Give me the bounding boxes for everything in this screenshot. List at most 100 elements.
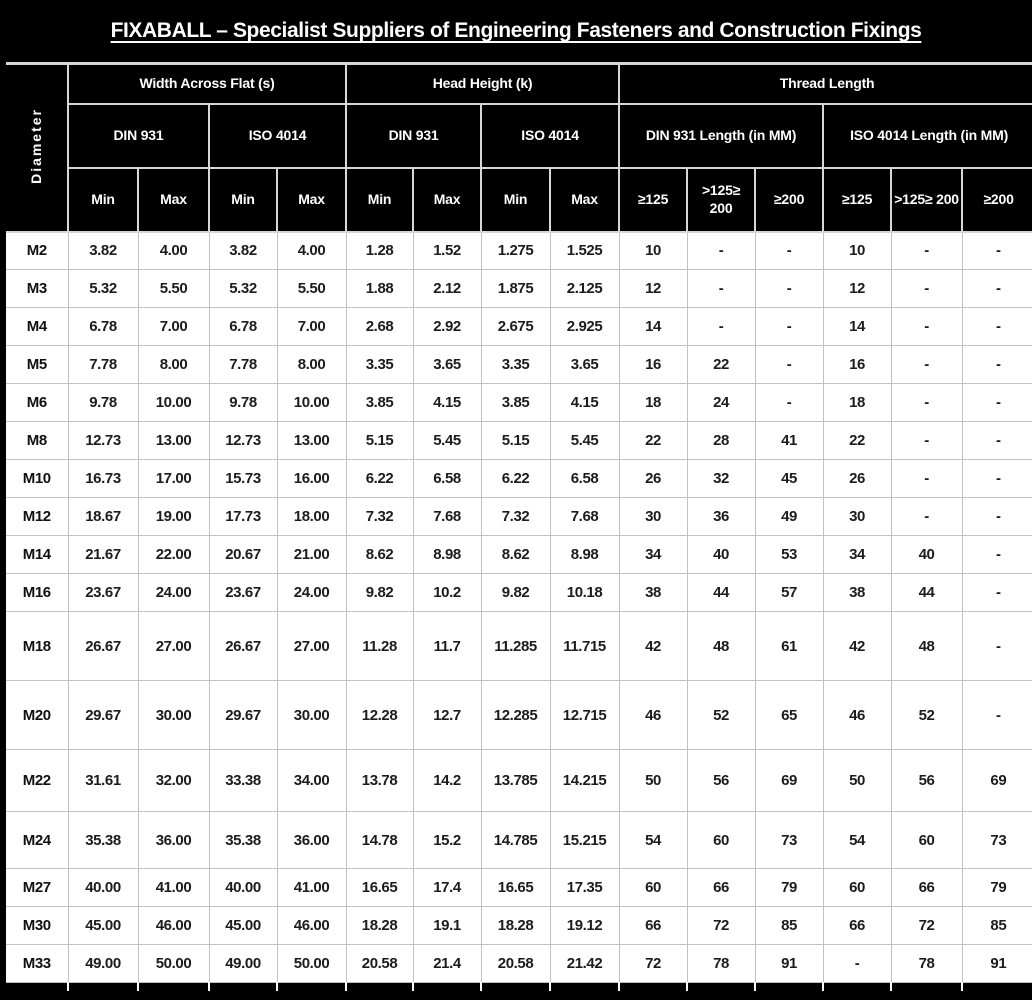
- value-cell: 18.00: [276, 497, 347, 536]
- value-cell: 10: [822, 231, 892, 270]
- value-cell: 44: [686, 573, 756, 612]
- value-cell: 66: [822, 906, 892, 945]
- value-cell: 2.925: [549, 307, 620, 346]
- subheader-row: Min Max Min Max Min Max Min Max ≥125 >12…: [6, 166, 1032, 233]
- value-cell: 8.98: [549, 535, 620, 574]
- value-cell: 3.82: [208, 231, 278, 270]
- value-cell: 3.82: [67, 231, 139, 270]
- value-cell: 12: [618, 269, 688, 308]
- bottom-tick-cell: [481, 982, 552, 991]
- value-cell: 2.12: [412, 269, 482, 308]
- diameter-cell: M18: [6, 611, 69, 681]
- value-cell: 7.78: [208, 345, 278, 384]
- value-cell: 57: [754, 573, 824, 612]
- value-cell: 42: [618, 611, 688, 681]
- value-cell: 15.73: [208, 459, 278, 498]
- value-cell: 6.58: [549, 459, 620, 498]
- value-cell: 9.82: [345, 573, 414, 612]
- value-cell: -: [962, 535, 1032, 574]
- value-cell: 10.00: [137, 383, 210, 422]
- value-cell: 6.78: [67, 307, 139, 346]
- value-cell: 33.38: [208, 749, 278, 812]
- value-cell: 48: [890, 611, 963, 681]
- header-thread-din931-length: DIN 931 Length (in MM): [618, 102, 825, 169]
- value-cell: 34: [618, 535, 688, 574]
- value-cell: 52: [890, 680, 963, 750]
- value-cell: 46: [618, 680, 688, 750]
- subheader-min: Min: [68, 166, 139, 233]
- value-cell: 5.32: [208, 269, 278, 308]
- value-cell: 2.675: [480, 307, 551, 346]
- value-cell: 4.00: [137, 231, 210, 270]
- value-cell: 38: [618, 573, 688, 612]
- value-cell: 60: [890, 811, 963, 869]
- value-cell: -: [890, 497, 963, 536]
- value-cell: 54: [618, 811, 688, 869]
- value-cell: 10.18: [549, 573, 620, 612]
- value-cell: 30.00: [276, 680, 347, 750]
- value-cell: 78: [890, 944, 963, 983]
- value-cell: 26.67: [208, 611, 278, 681]
- value-cell: 3.65: [412, 345, 482, 384]
- value-cell: 14: [618, 307, 688, 346]
- value-cell: 79: [754, 868, 824, 907]
- value-cell: -: [754, 345, 824, 384]
- subheader-ge125: ≥125: [618, 166, 689, 233]
- value-cell: 21.4: [412, 944, 482, 983]
- value-cell: 7.00: [137, 307, 210, 346]
- value-cell: 10: [618, 231, 688, 270]
- subheader-min: Min: [208, 166, 278, 233]
- value-cell: 16.73: [67, 459, 139, 498]
- value-cell: 46: [822, 680, 892, 750]
- value-cell: 17.4: [412, 868, 482, 907]
- value-cell: 50: [618, 749, 688, 812]
- subheader-125-200: >125≥ 200: [686, 166, 757, 233]
- diameter-cell: M33: [6, 944, 69, 983]
- value-cell: 24.00: [137, 573, 210, 612]
- value-cell: 6.22: [345, 459, 414, 498]
- subheader-ge200: ≥200: [961, 166, 1032, 233]
- value-cell: 3.85: [480, 383, 551, 422]
- diameter-cell: M27: [6, 868, 69, 907]
- group-head-height: Head Height (k): [345, 62, 621, 105]
- value-cell: -: [890, 307, 963, 346]
- title-bar: FIXABALL – Specialist Suppliers of Engin…: [6, 0, 1026, 62]
- table-row: M22 31.61 32.00 33.38 34.00 13.78 14.2 13.785 14…: [6, 749, 1032, 812]
- bottom-tick-cell: [550, 982, 621, 991]
- diameter-cell: M20: [6, 680, 69, 750]
- header-width-iso4014: ISO 4014: [207, 102, 348, 169]
- table-row: M2 3.82 4.00 3.82 4.00 1.28 1.52 1.275 1.525 10- -…: [6, 231, 1032, 270]
- value-cell: -: [962, 421, 1032, 460]
- value-cell: 16.65: [480, 868, 551, 907]
- value-cell: 78: [686, 944, 756, 983]
- subheader-max: Max: [412, 166, 483, 233]
- value-cell: 14.785: [480, 811, 551, 869]
- value-cell: 56: [890, 749, 963, 812]
- value-cell: 32: [686, 459, 756, 498]
- value-cell: 69: [962, 749, 1032, 812]
- value-cell: 13.00: [276, 421, 347, 460]
- value-cell: 12.73: [67, 421, 139, 460]
- value-cell: 79: [962, 868, 1032, 907]
- value-cell: 41.00: [137, 868, 210, 907]
- value-cell: 30.00: [137, 680, 210, 750]
- standard-header-row: DIN 931 ISO 4014 DIN 931 ISO 4014 DIN 93…: [6, 102, 1032, 169]
- value-cell: 8.98: [412, 535, 482, 574]
- value-cell: 19.12: [549, 906, 620, 945]
- table-row: M5 7.78 8.00 7.78 8.00 3.35 3.65 3.35 3.65 16 22-1…: [6, 345, 1032, 384]
- value-cell: 17.35: [549, 868, 620, 907]
- bottom-tick-cell: [962, 982, 1032, 991]
- table-row: M12 18.67 19.00 17.73 18.00 7.32 7.68 7.32 7.68 3…: [6, 497, 1032, 536]
- value-cell: 32.00: [137, 749, 210, 812]
- value-cell: 53: [754, 535, 824, 574]
- value-cell: 3.35: [480, 345, 551, 384]
- table-row: M10 16.73 17.00 15.73 16.00 6.22 6.58 6.22 6.58 2…: [6, 459, 1032, 498]
- value-cell: 27.00: [137, 611, 210, 681]
- value-cell: 11.285: [480, 611, 551, 681]
- value-cell: 14.2: [412, 749, 482, 812]
- table-row: M4 6.78 7.00 6.78 7.00 2.68 2.92 2.675 2.925 14- -…: [6, 307, 1032, 346]
- value-cell: -: [962, 383, 1032, 422]
- value-cell: 9.78: [208, 383, 278, 422]
- subheader-max: Max: [549, 166, 621, 233]
- value-cell: 40.00: [208, 868, 278, 907]
